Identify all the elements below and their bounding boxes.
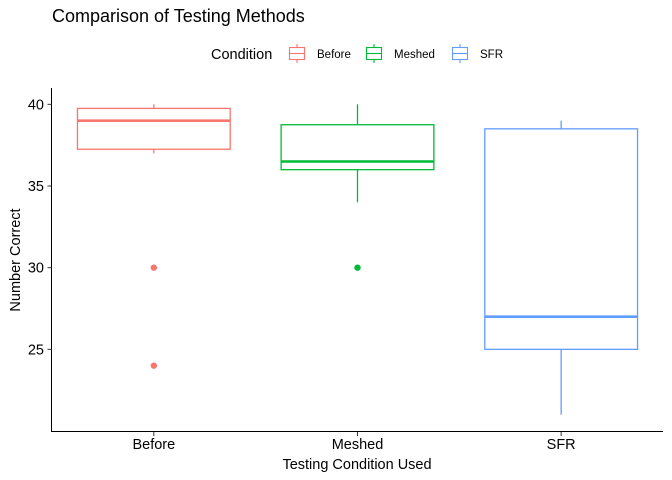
legend-item-sfr: SFR [451, 44, 503, 63]
legend-item-before: Before [288, 44, 351, 63]
x-tick-label: SFR [547, 437, 576, 453]
legend-label: Meshed [394, 49, 435, 61]
legend-label: Before [317, 49, 351, 61]
y-tick-label: 30 [28, 261, 44, 277]
outlier-point [354, 264, 361, 271]
outlier-point [150, 362, 158, 369]
x-axis-ticks: Before Meshed SFR [132, 432, 576, 453]
legend-item-meshed: Meshed [365, 44, 435, 63]
x-tick-label: Before [132, 437, 175, 453]
box-iqr [280, 124, 435, 171]
box-group-sfr [484, 120, 639, 415]
y-tick-label: 35 [28, 179, 44, 195]
x-tick-label: Meshed [332, 437, 384, 453]
box-iqr [76, 107, 231, 150]
x-axis-label: Testing Condition Used [282, 457, 431, 473]
outlier-point [150, 264, 158, 271]
box-iqr [484, 128, 639, 350]
box-group-before [76, 104, 231, 369]
y-tick-label: 25 [28, 342, 44, 358]
plot-panel [76, 104, 639, 415]
legend: Condition Before Meshed SFR [211, 44, 503, 63]
y-axis-ticks: 25 30 35 40 [28, 97, 52, 358]
y-axis-label: Number Correct [8, 208, 24, 311]
chart-title: Comparison of Testing Methods [52, 6, 305, 26]
legend-keys: Before Meshed SFR [288, 44, 503, 63]
legend-title: Condition [211, 47, 272, 63]
box-group-meshed [280, 104, 435, 271]
y-tick-label: 40 [28, 97, 44, 113]
legend-label: SFR [480, 49, 503, 61]
